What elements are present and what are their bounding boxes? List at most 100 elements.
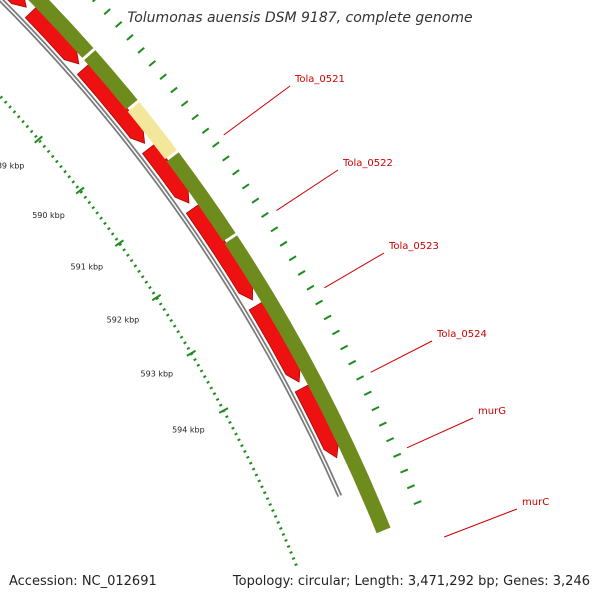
scale-dot (237, 438, 241, 442)
scale-dot (246, 455, 250, 459)
kbp-tick-label: 591 kbp (71, 262, 104, 271)
outer-scale-dash (393, 452, 402, 458)
scale-dot (209, 386, 214, 390)
scale-dot (25, 124, 30, 129)
scale-dot (199, 369, 204, 373)
scale-dot (99, 216, 103, 220)
gene-leader-line (223, 85, 291, 136)
gene-category-block (224, 235, 391, 534)
scale-dot (103, 221, 107, 226)
scale-dot (286, 544, 291, 548)
scale-dot (225, 415, 229, 419)
scale-dot (3, 100, 8, 104)
outer-scale-dash (297, 270, 306, 276)
outer-scale-dash (386, 437, 395, 443)
scale-dot (273, 514, 278, 519)
kbp-major-tick (114, 239, 125, 247)
outer-scale-dash (232, 169, 240, 176)
scale-dot (265, 497, 270, 501)
scale-dot (118, 242, 123, 247)
gene-label-murg[interactable]: murG (478, 406, 506, 417)
scale-dot (63, 169, 67, 174)
gene-leader-line (444, 508, 518, 538)
kbp-major-tick (75, 186, 85, 195)
outer-scale-dash (222, 155, 230, 162)
scale-dot (38, 139, 42, 144)
scale-dot (289, 551, 293, 555)
scale-dot (83, 195, 88, 200)
scale-dot (29, 129, 34, 134)
outer-scale-dash (148, 60, 156, 67)
accession-text: Accession: NC_012691 (9, 574, 157, 589)
outer-scale-dash (315, 299, 324, 306)
scale-dot (162, 307, 167, 312)
kbp-tick-label: 589 kbp (0, 161, 24, 170)
scale-dot (126, 253, 130, 257)
scale-dot (196, 363, 201, 367)
gene-label-tola_0521[interactable]: Tola_0521 (294, 74, 345, 85)
scale-dot (42, 144, 47, 149)
scale-dot (137, 269, 141, 274)
scale-dot (133, 264, 138, 268)
outer-scale-dash (115, 21, 123, 28)
scale-dot (165, 313, 170, 317)
outer-scale-dash (137, 46, 145, 54)
scale-dot (183, 341, 187, 345)
genome-backbone-highlight (0, 0, 341, 497)
scale-dot (176, 330, 180, 334)
scale-dot (169, 318, 174, 323)
kbp-tick-label: 592 kbp (107, 315, 140, 324)
kbp-tick-label: 593 kbp (141, 370, 174, 379)
scale-dot (243, 449, 247, 454)
scale-dot (122, 248, 126, 252)
scale-dot (262, 491, 267, 495)
gene-label-tola_0522[interactable]: Tola_0522 (342, 158, 393, 169)
gene-label-tola_0524[interactable]: Tola_0524 (436, 329, 487, 340)
scale-dot (0, 95, 4, 100)
scale-dot (257, 479, 261, 483)
scale-dot (87, 200, 92, 205)
scale-dot (193, 358, 197, 362)
kbp-major-tick (218, 407, 229, 414)
gene-leader-line (324, 252, 385, 289)
outer-scale-dash (371, 406, 380, 412)
outer-scale-dash (323, 314, 332, 321)
scale-dot (95, 211, 99, 215)
outer-scale-dash (406, 484, 416, 490)
scale-dot (248, 461, 253, 465)
kbp-major-tick (186, 349, 197, 357)
gene-label-murc[interactable]: murC (522, 497, 549, 508)
scale-dot (8, 105, 12, 109)
scale-dot (186, 346, 191, 351)
gene-label-tola_0523[interactable]: Tola_0523 (388, 241, 439, 252)
kbp-major-tick (151, 293, 162, 302)
scale-dot (228, 420, 232, 425)
outer-scale-dash (159, 73, 167, 81)
outer-scale-dash (270, 226, 279, 233)
kbp-major-tick (34, 135, 43, 144)
genome-backbone (0, 0, 343, 498)
scale-dot (172, 324, 177, 328)
scale-dot (218, 403, 223, 407)
gene-category-block (28, 0, 94, 58)
scale-dot (34, 134, 38, 139)
outer-scale-dash (306, 284, 315, 291)
scale-dot (281, 532, 286, 536)
outer-scale-dash (363, 390, 372, 396)
scale-dot (75, 185, 80, 189)
scale-dot (251, 467, 256, 471)
scale-dot (50, 154, 55, 159)
gene-category-block (166, 152, 236, 242)
scale-dot (21, 119, 25, 124)
scale-dot (67, 175, 71, 179)
scale-dot (46, 149, 51, 154)
scale-dot (294, 563, 298, 567)
scale-dot (212, 392, 217, 396)
outer-scale-dash (91, 0, 96, 3)
outer-scale-dash (191, 113, 199, 121)
scale-dot (254, 473, 259, 477)
scale-dot (240, 444, 244, 448)
outer-scale-dash (348, 359, 357, 366)
